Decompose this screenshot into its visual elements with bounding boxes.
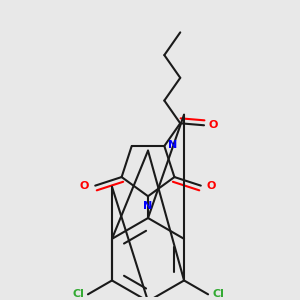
Text: Cl: Cl — [212, 289, 224, 299]
Text: O: O — [209, 120, 218, 130]
Text: O: O — [80, 181, 89, 190]
Text: N: N — [143, 201, 153, 211]
Text: O: O — [207, 181, 216, 190]
Text: Cl: Cl — [72, 289, 84, 299]
Text: N: N — [168, 140, 178, 150]
